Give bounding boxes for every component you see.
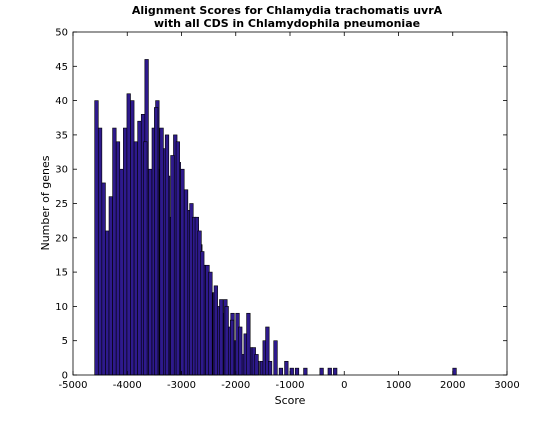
chart-title-line2: with all CDS in Chlamydophila pneumoniae	[154, 17, 420, 30]
y-tick-label: 45	[55, 62, 68, 73]
histogram-bar	[101, 182, 106, 376]
histogram-bar	[230, 319, 235, 376]
histogram-bar	[224, 306, 229, 376]
histogram-bar	[333, 367, 338, 376]
x-axis-ticks: -5000 -4000 -3000 -2000 -1000 0 1000 2000 3000	[58, 32, 520, 391]
histogram-bar	[115, 141, 121, 376]
histogram-bar	[148, 168, 153, 376]
histogram-bar	[208, 271, 213, 376]
histogram-bar	[200, 251, 205, 376]
histogram-bar	[133, 141, 138, 376]
histogram-bar	[94, 100, 99, 376]
x-tick-label: 3000	[494, 380, 519, 391]
histogram-bar	[105, 230, 110, 376]
histogram-bar	[213, 285, 218, 376]
histogram-bar	[97, 127, 103, 376]
histogram-bars	[94, 59, 457, 376]
histogram-bar	[123, 127, 128, 376]
histogram-bar	[294, 367, 300, 376]
histogram-bar	[108, 196, 113, 376]
histogram-bar	[254, 354, 259, 376]
histogram-bar	[143, 141, 148, 376]
y-tick-label: 20	[55, 233, 68, 244]
x-tick-label: -2000	[221, 380, 250, 391]
chart-title-line1: Alignment Scores for Chlamydia trachomat…	[132, 4, 443, 17]
y-tick-label: 15	[55, 268, 68, 279]
y-tick-label: 5	[62, 336, 68, 347]
histogram-bar	[303, 367, 308, 376]
histogram-bar	[273, 340, 278, 376]
x-tick-label: -4000	[113, 380, 142, 391]
y-tick-label: 10	[55, 302, 68, 313]
y-tick-label: 25	[55, 199, 68, 210]
y-tick-label: 40	[55, 96, 68, 107]
histogram-bar	[219, 299, 224, 376]
histogram-bar	[238, 326, 243, 376]
histogram-bar	[327, 367, 332, 376]
histogram-bar	[175, 141, 180, 376]
histogram-bar	[164, 134, 170, 376]
histogram-bar	[183, 189, 189, 376]
histogram-bar	[284, 360, 289, 376]
y-tick-label: 50	[55, 28, 68, 39]
histogram-bar	[267, 360, 273, 376]
histogram-bar	[278, 367, 284, 376]
x-tick-label: -3000	[167, 380, 196, 391]
y-tick-label: 35	[55, 130, 68, 141]
histogram-bar	[137, 120, 142, 376]
y-axis-ticks: 0 5 10 15 20 25 30 35 40 45 50	[55, 28, 507, 382]
x-axis-label: Score	[275, 394, 306, 407]
histogram-bar	[112, 127, 117, 376]
histogram-bar	[130, 100, 135, 376]
histogram-bar	[319, 367, 324, 376]
histogram-bar	[159, 127, 164, 376]
histogram-bar	[180, 168, 185, 376]
histogram-bar	[154, 107, 159, 376]
x-tick-label: 0	[341, 380, 347, 391]
x-tick-label: 1000	[386, 380, 411, 391]
histogram-bar	[452, 367, 457, 376]
histogram-bar	[126, 93, 131, 376]
histogram-bar	[246, 312, 251, 376]
histogram-bar	[170, 155, 175, 376]
x-tick-label: 2000	[440, 380, 465, 391]
x-tick-label: -5000	[58, 380, 87, 391]
y-tick-label: 0	[62, 371, 68, 382]
x-tick-label: -1000	[275, 380, 304, 391]
histogram-bar	[119, 168, 124, 376]
y-tick-label: 30	[55, 165, 68, 176]
histogram-bar	[289, 367, 294, 376]
y-axis-label: Number of genes	[39, 155, 52, 250]
